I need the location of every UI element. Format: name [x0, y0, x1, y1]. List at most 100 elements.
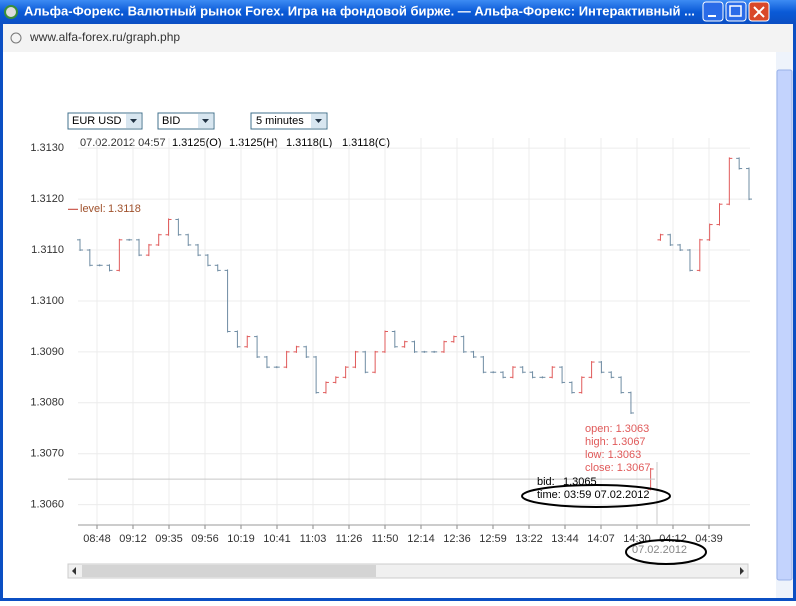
ohlc-bar: [155, 233, 162, 246]
scroll-thumb[interactable]: [776, 69, 793, 581]
ohlc-bar: [401, 340, 408, 348]
info-datetime: 07.02.2012 04:57: [80, 137, 166, 149]
level-label: level:: [80, 203, 106, 215]
ohlc-bar: [106, 264, 113, 272]
ohlc-bar: [677, 243, 684, 252]
ohlc-bar: [480, 355, 487, 374]
x-tick-label: 10:41: [263, 533, 291, 545]
tooltip-open: open: 1.3063: [585, 423, 649, 435]
browser-icon: [4, 5, 18, 19]
ohlc-bar: [254, 335, 261, 358]
window-buttons[interactable]: [702, 1, 770, 22]
x-tick-label: 13:22: [515, 533, 543, 545]
ohlc-bar: [431, 350, 438, 353]
ohlc-bar: [372, 350, 379, 374]
y-tick-label: 1.3100: [30, 295, 64, 307]
ohlc-bar: [460, 335, 467, 353]
x-tick-label: 04:39: [695, 533, 723, 545]
x-tick-label: 09:12: [119, 533, 147, 545]
ohlc-bar: [539, 376, 546, 379]
info-open: 1.3125(O): [172, 137, 222, 149]
price-type: BID: [162, 115, 180, 127]
ohlc-bar: [736, 157, 743, 170]
ohlc-bar: [421, 350, 428, 353]
ohlc-bar: [706, 223, 713, 241]
crosshair-date: 07.02.2012: [632, 544, 687, 556]
ohlc-bar: [86, 249, 93, 267]
y-tick-label: 1.3130: [30, 142, 64, 154]
ohlc-bar: [490, 371, 497, 374]
x-tick-label: 10:19: [227, 533, 255, 545]
ohlc-bar: [746, 167, 752, 201]
ohlc-bar: [126, 238, 133, 241]
x-tick-label: 09:56: [191, 533, 219, 545]
ohlc-bar: [77, 238, 83, 252]
price-select[interactable]: [157, 112, 215, 130]
ohlc-bar: [441, 340, 448, 353]
info-close: 1.3118(C): [342, 137, 390, 149]
x-tick-label: 12:59: [479, 533, 507, 545]
ohlc-bar: [500, 371, 507, 379]
url[interactable]: www.alfa-forex.ru/graph.php: [29, 30, 180, 44]
symbol-select[interactable]: [67, 112, 143, 130]
ohlc-bar: [185, 233, 192, 246]
ohlc-bar: [559, 366, 566, 384]
ohlc-bar: [293, 345, 300, 353]
ohlc-bar: [657, 233, 664, 241]
symbol: EUR USD: [72, 115, 122, 127]
x-tick-label: 09:35: [155, 533, 183, 545]
ohlc-bar: [726, 157, 733, 206]
ohlc-bar: [381, 330, 388, 353]
x-tick-label: 04:12: [659, 533, 687, 545]
ohlc-bar: [165, 218, 172, 236]
ohlc-bar: [470, 350, 477, 358]
ohlc-bar: [332, 376, 339, 384]
ohlc-bar: [96, 264, 103, 267]
chart-scroll-thumb[interactable]: [82, 565, 376, 577]
y-tick-label: 1.3090: [30, 346, 64, 358]
ohlc-bar: [578, 376, 585, 394]
ohlc-bar: [263, 355, 270, 369]
ohlc-bar: [696, 238, 703, 272]
ohlc-bar: [450, 335, 457, 343]
tooltip-low: low: 1.3063: [585, 449, 641, 461]
ohlc-bar: [313, 355, 320, 394]
info-high: 1.3125(H): [229, 137, 278, 149]
annotation-ellipse: [521, 484, 671, 508]
maximize-button[interactable]: [725, 1, 747, 22]
ohlc-bar: [214, 264, 221, 272]
annotation-ellipse: [625, 539, 707, 565]
title-bar: [0, 0, 796, 24]
ohlc-bar: [322, 381, 329, 394]
ohlc-bar: [618, 376, 625, 394]
ohlc-bar: [519, 366, 526, 374]
ohlc-bar: [224, 269, 231, 333]
y-tick-label: 1.3060: [30, 499, 64, 511]
ohlc-bar: [549, 366, 556, 379]
ohlc-bar: [283, 350, 290, 369]
content: [3, 52, 776, 598]
y-tick-label: 1.3120: [30, 193, 64, 205]
ohlc-bar: [627, 391, 634, 414]
window-title: Альфа-Форекс. Валютный рынок Forex. Игра…: [24, 3, 695, 18]
minimize-button[interactable]: [702, 1, 724, 22]
x-tick-label: 12:36: [443, 533, 471, 545]
ohlc-bar: [598, 361, 605, 374]
ohlc-bar: [273, 366, 280, 369]
x-tick-label: 12:14: [407, 533, 435, 545]
x-tick-label: 11:03: [300, 533, 327, 545]
x-tick-label: 13:44: [551, 533, 579, 545]
ohlc-bar: [529, 371, 536, 379]
ohlc-bar: [568, 381, 575, 394]
ohlc-bar: [391, 330, 398, 348]
x-tick-label: 11:26: [336, 533, 363, 545]
tooltip-high: high: 1.3067: [585, 436, 646, 448]
x-tick-label: 08:48: [83, 533, 111, 545]
interval-select[interactable]: [250, 112, 328, 130]
ohlc-bar: [145, 243, 152, 257]
ohlc-bar: [667, 233, 674, 246]
ohlc-bar: [204, 254, 211, 267]
ohlc-bar: [588, 361, 595, 379]
y-tick-label: 1.3070: [30, 448, 64, 460]
